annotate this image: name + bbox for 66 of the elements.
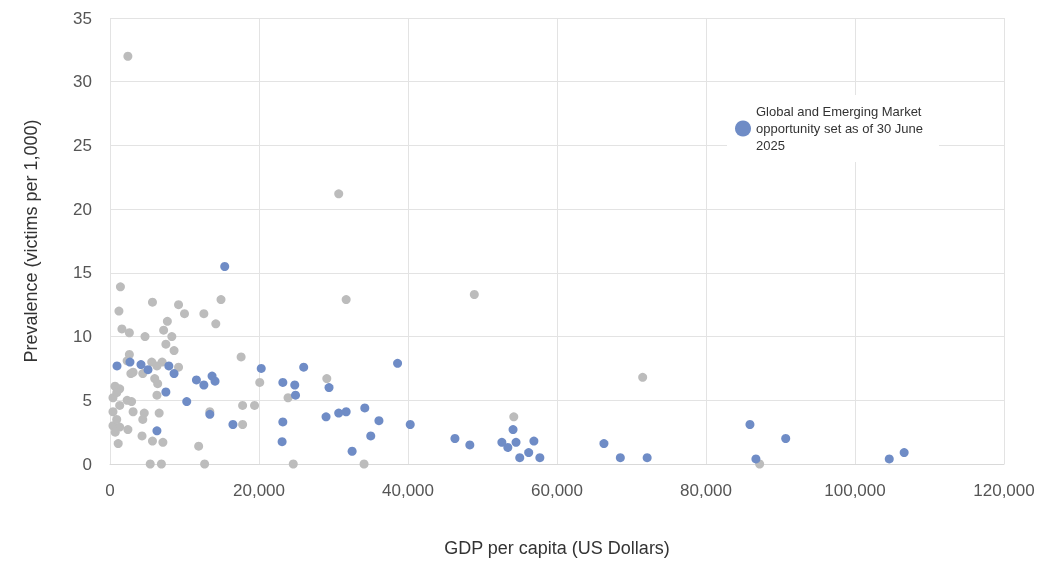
point [278,377,288,387]
point [341,407,351,417]
point [642,453,652,463]
point [503,442,513,452]
y-tick-label: 30 [73,72,92,92]
point [599,439,609,449]
point [299,362,309,372]
point [347,446,357,456]
x-tick-label: 0 [105,481,115,500]
point [169,369,179,379]
point [524,448,534,458]
point [112,361,122,371]
point [164,361,174,371]
point [374,416,384,426]
y-tick-label: 0 [82,454,92,474]
point [366,431,376,441]
point [290,380,300,390]
y-tick-label: 15 [73,263,92,283]
point [324,383,334,393]
point [535,453,545,463]
point [899,448,909,458]
point [393,358,403,368]
point [220,261,230,271]
point [321,412,331,422]
point [465,440,475,450]
point [277,437,287,447]
point [191,375,201,385]
point [781,434,791,444]
x-tick-label: 120,000 [973,481,1035,500]
point [182,397,192,407]
point [256,363,266,373]
point [745,420,755,429]
point [884,454,894,464]
x-axis-title: GDP per capita (US Dollars) [444,538,670,558]
y-tick-label: 5 [82,390,92,410]
point [278,417,288,427]
x-tick-label: 20,000 [233,481,285,500]
y-tick-label: 25 [73,135,92,155]
point [360,403,370,413]
y-tick-label: 10 [73,327,92,347]
point [199,380,209,390]
point [161,387,171,397]
point [136,360,146,370]
point [143,365,153,375]
point [515,453,525,463]
point [529,436,539,446]
point [152,426,162,436]
point [497,437,507,447]
y-tick-label: 20 [73,199,92,219]
point [615,453,625,463]
x-tick-label: 60,000 [531,481,583,500]
point [334,408,344,418]
y-tick-label: 35 [73,8,92,28]
point [291,390,301,400]
point [228,420,238,429]
point [450,434,460,444]
point [508,425,518,435]
x-tick-label: 80,000 [680,481,732,500]
point [405,420,415,429]
y-axis-title: Prevalence (victims per 1,000) [21,119,41,363]
point [511,437,521,447]
legend-label: Global and Emerging Market opportunity set as of 30 June 2025 [756,104,927,153]
point [751,454,761,464]
x-tick-label: 40,000 [382,481,434,500]
point [210,376,220,386]
x-tick-label: 100,000 [824,481,886,500]
